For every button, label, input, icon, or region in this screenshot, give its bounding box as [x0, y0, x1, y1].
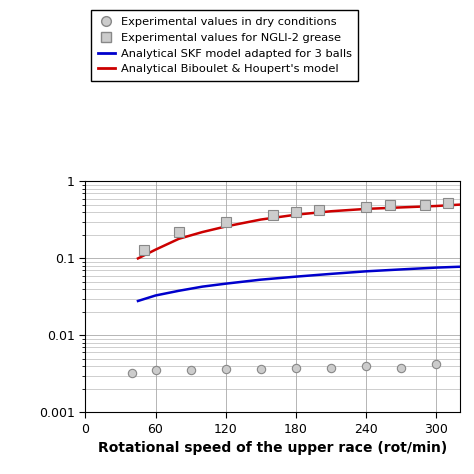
Legend: Experimental values in dry conditions, Experimental values for NGLI-2 grease, An: Experimental values in dry conditions, E…	[91, 10, 358, 81]
X-axis label: Rotational speed of the upper race (rot/min): Rotational speed of the upper race (rot/…	[98, 441, 447, 456]
